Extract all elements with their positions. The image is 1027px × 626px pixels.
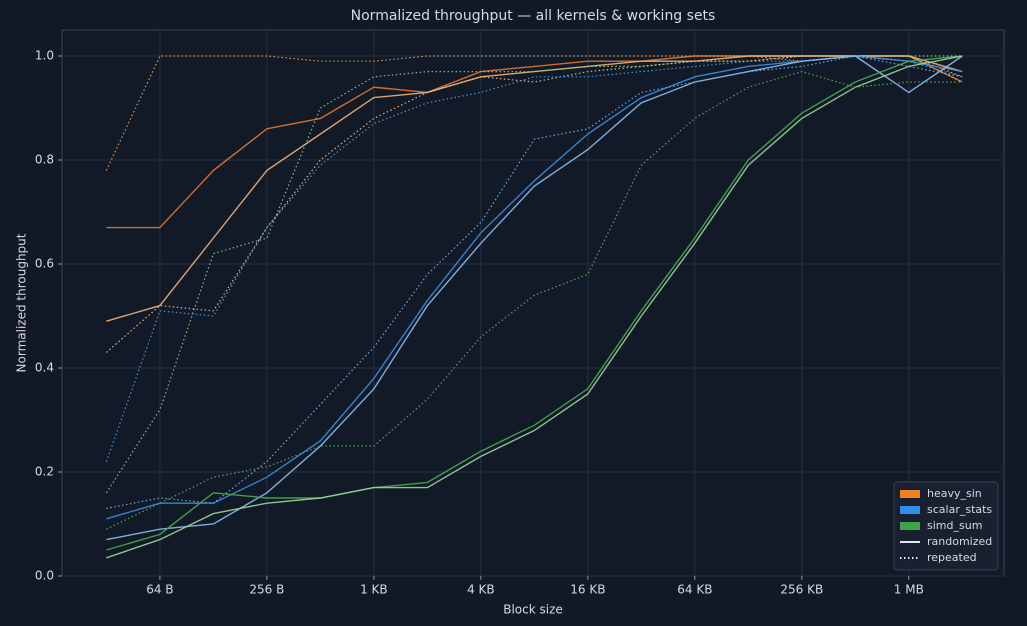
x-tick-label: 16 KB [570,583,605,597]
x-tick-label: 256 KB [780,583,823,597]
series-line [106,55,963,509]
legend-box [893,481,999,571]
x-axis-label: Block size [503,603,563,617]
y-tick-label: 0.4 [35,361,54,375]
legend-label: scalar_stats [927,503,992,516]
plot-area [61,29,1005,577]
x-tick-label: 256 B [249,583,284,597]
x-tick-label: 64 KB [677,583,712,597]
chart-title: Normalized throughput — all kernels & wo… [351,8,716,24]
x-tick-label: 1 KB [360,583,388,597]
x-tick-label: 4 KB [467,583,495,597]
y-tick-label: 0.0 [35,569,54,583]
series-line [105,55,963,462]
legend-swatch [900,506,920,514]
legend-swatch [900,522,920,530]
legend: heavy_sin scalar_stats simd_sum randomized r… [893,481,999,571]
series-line [106,55,963,559]
y-tick-label: 0.2 [35,465,54,479]
legend-label: repeated [927,551,977,564]
legend-label: simd_sum [927,519,982,532]
y-tick-label: 0.8 [35,153,54,167]
series-line [105,55,963,494]
y-tick-label: 0.6 [35,257,54,271]
y-axis-label: Normalized throughput [15,233,29,372]
legend-swatch [900,490,920,498]
series-line [106,55,963,551]
x-tick-label: 1 MB [894,583,924,597]
y-tick-label: 1.0 [35,49,54,63]
x-tick-label: 64 B [146,583,173,597]
series-line [105,55,963,171]
series-line [106,70,963,530]
legend-label: heavy_sin [927,487,982,500]
legend-label: randomized [927,535,992,548]
